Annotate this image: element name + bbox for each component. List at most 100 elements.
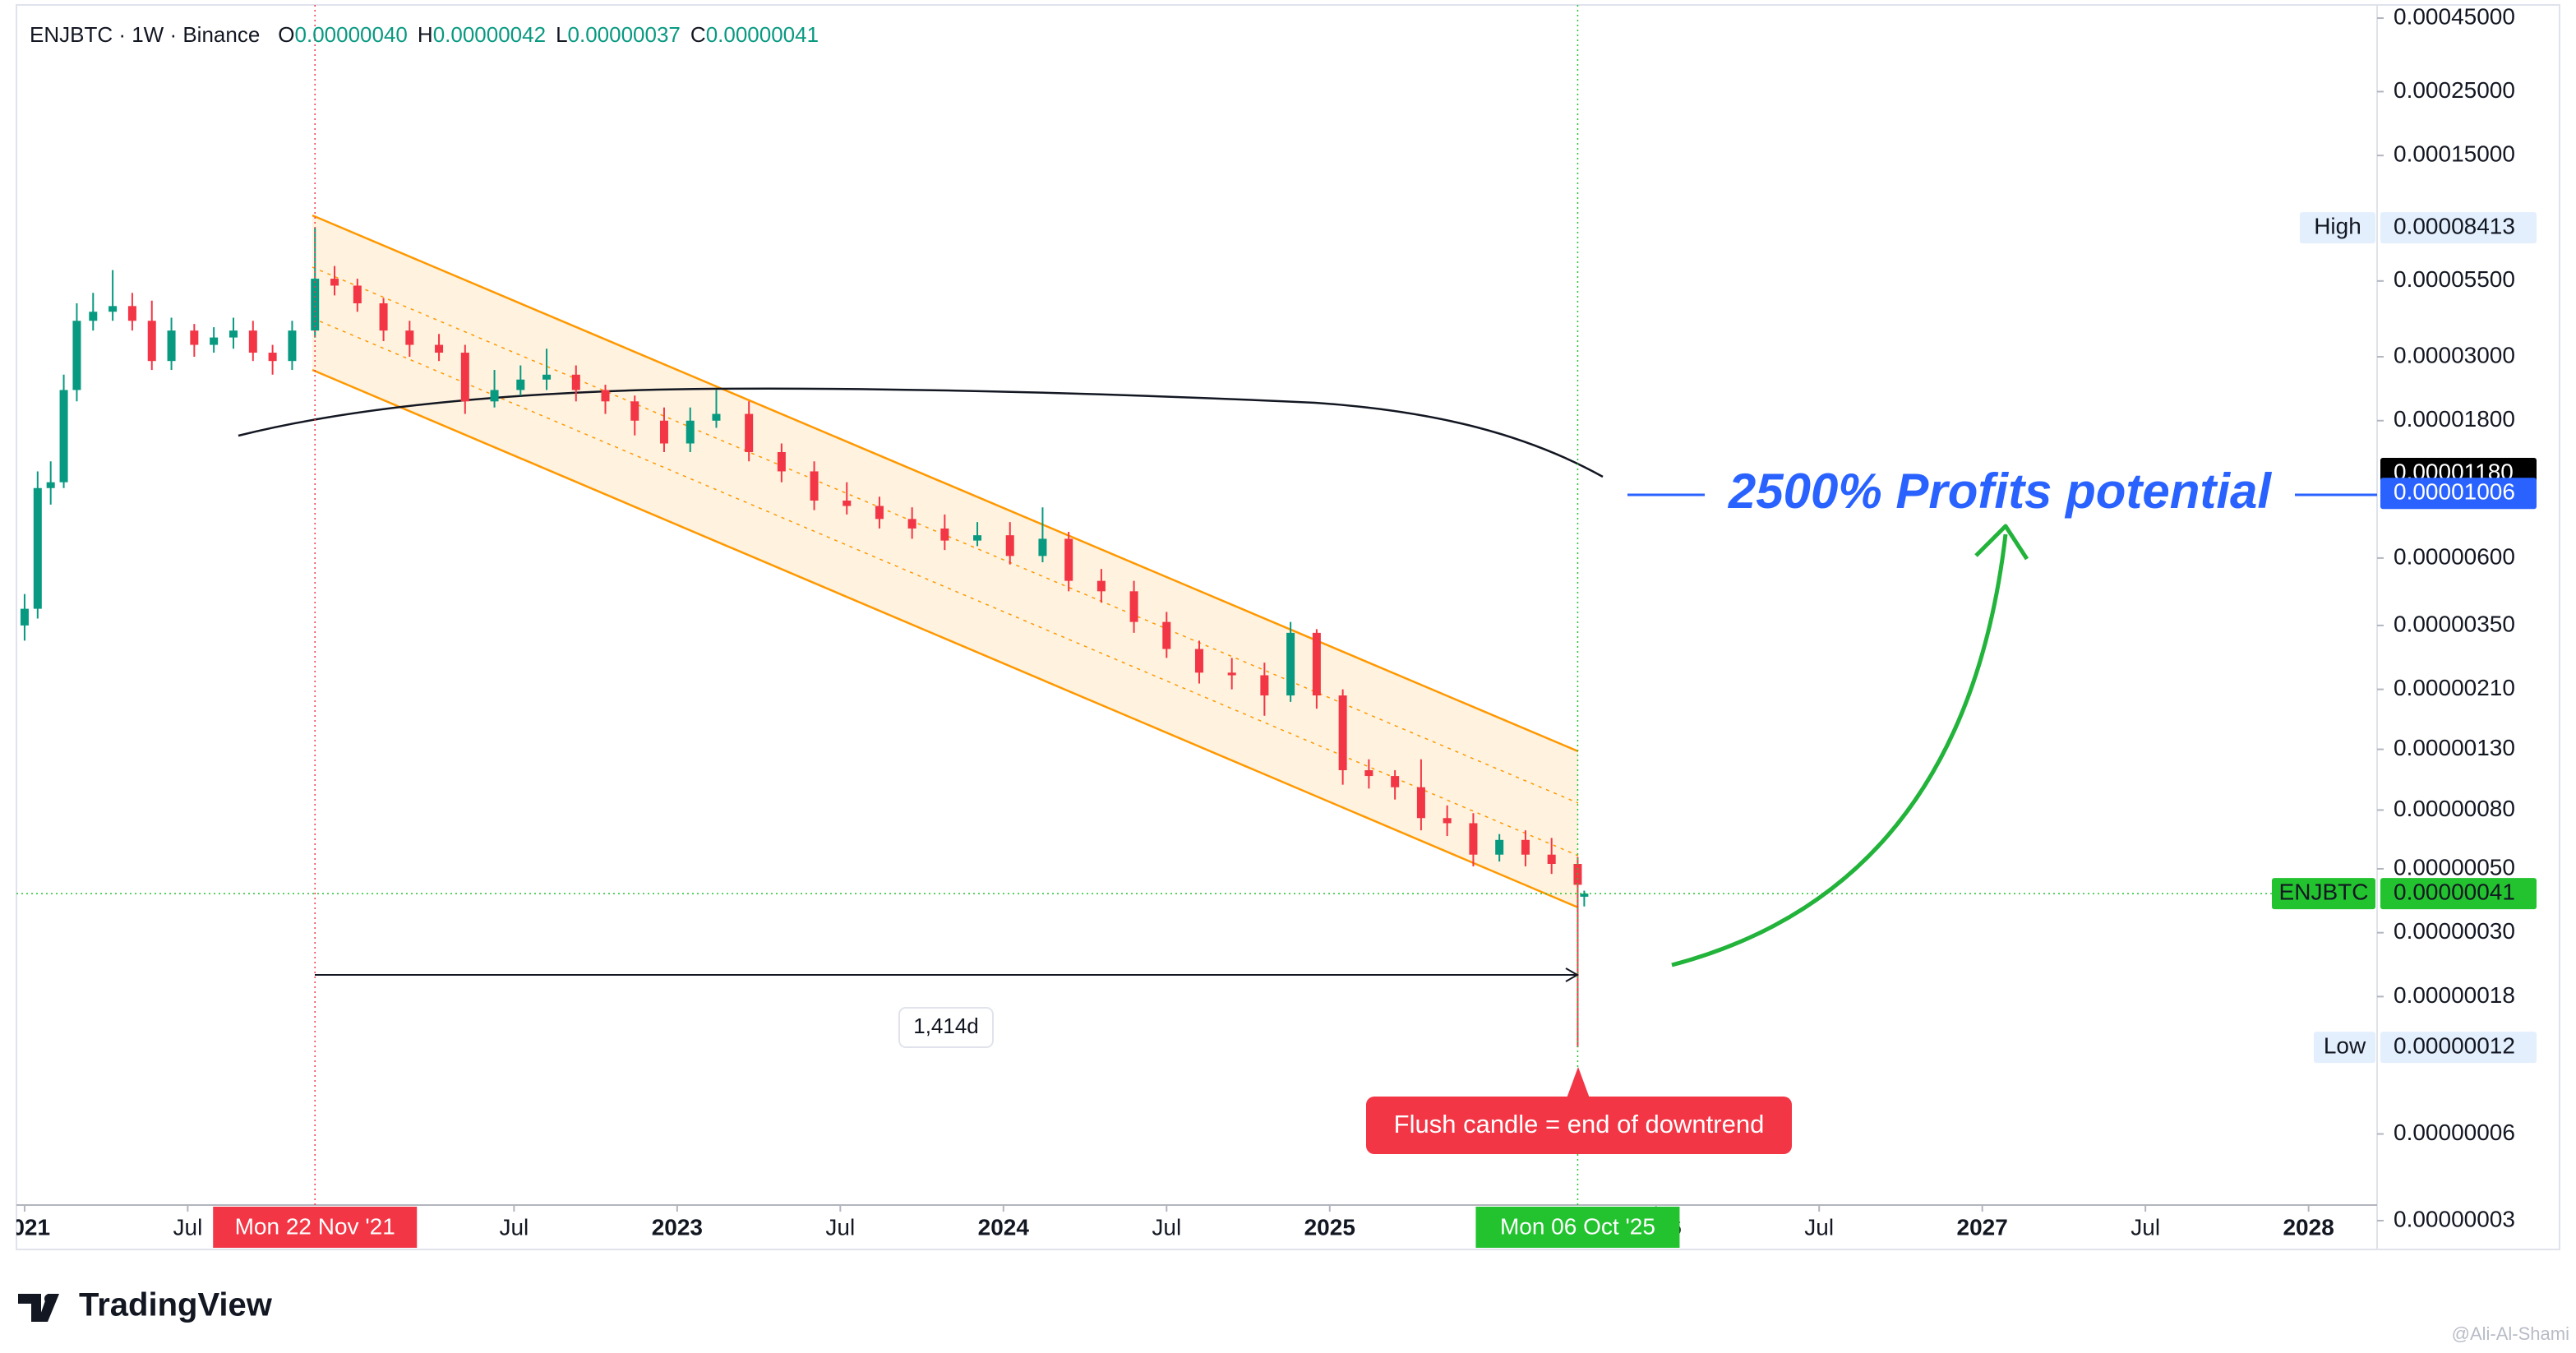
price-label-box — [2380, 878, 2537, 910]
candle-body — [659, 420, 668, 444]
x-tick-label: Jul — [1152, 1214, 1181, 1240]
legend-value: 0.00000037 — [568, 22, 681, 47]
candle-body — [810, 471, 819, 501]
x-tick-label: Jul — [499, 1214, 529, 1240]
candle-body — [330, 279, 339, 286]
candle-body — [1286, 632, 1295, 696]
price-name-box — [2300, 212, 2375, 244]
candle-body — [777, 451, 786, 472]
candle-body — [1005, 535, 1014, 556]
candle-body — [89, 312, 98, 321]
price-name: ENJBTC — [2279, 880, 2369, 905]
green-arrowhead — [1974, 524, 2029, 561]
date-markers — [16, 5, 2377, 1205]
candle-body — [268, 353, 277, 362]
candle-body — [973, 535, 982, 541]
candle-body — [1038, 538, 1047, 556]
flush-annotation: Flush candle = end of downtrend — [1394, 1110, 1765, 1138]
candle-body — [1227, 672, 1236, 676]
candle-body — [1129, 591, 1138, 622]
logo-text: TradingView — [79, 1287, 273, 1323]
candle-body — [288, 330, 297, 362]
candle-body — [712, 413, 721, 421]
candle-body — [1096, 580, 1106, 592]
x-tick-label: Jul — [825, 1214, 855, 1240]
candle-body — [108, 306, 118, 312]
candle-body — [907, 519, 916, 529]
y-tick-label: 0.00000600 — [2394, 543, 2515, 569]
candle-body — [1312, 632, 1321, 696]
date-marker-labels: Mon 22 Nov '21 Mon 06 Oct '25 — [213, 1207, 1680, 1248]
measure-arrow — [1565, 967, 1580, 982]
watermark: @Ali-Al-Shami — [2452, 1323, 2569, 1344]
x-tick-label: 2028 — [2283, 1214, 2334, 1240]
candle-body — [1547, 854, 1556, 864]
candle-body — [1364, 770, 1373, 777]
candle-body — [542, 374, 552, 380]
price-label: 0.00001006 — [2394, 479, 2515, 505]
x-tick-label: Jul — [1804, 1214, 1834, 1240]
moving-average — [238, 387, 1604, 478]
candle-body — [1469, 823, 1478, 855]
y-tick-label: 0.00000130 — [2394, 735, 2515, 760]
x-tick-label: 2024 — [978, 1214, 1030, 1240]
candle-body — [1194, 649, 1203, 673]
candle-body — [127, 306, 136, 321]
legend-key: L — [556, 22, 567, 47]
candle-body — [1338, 695, 1347, 771]
candle-body — [1416, 787, 1425, 819]
y-tick-label: 0.00000080 — [2394, 796, 2515, 821]
price-label: 0.00008413 — [2394, 214, 2515, 239]
y-tick-label: 0.00000018 — [2394, 982, 2515, 1008]
candle-body — [190, 330, 199, 345]
candle-body — [630, 401, 639, 421]
legend-key: C — [690, 22, 706, 47]
candle-body — [601, 390, 610, 402]
price-label-box — [2380, 1032, 2537, 1064]
plot-area — [20, 214, 1604, 1048]
y-tick-label: 0.00015000 — [2394, 141, 2515, 167]
y-tick-label: 0.00000050 — [2394, 854, 2515, 880]
x-tick-label: 2027 — [1957, 1214, 2008, 1240]
price-labels: 0.00008413High0.000011800.000010060.0000… — [2272, 212, 2537, 1064]
chart-frame — [16, 4, 2560, 1250]
marker-label: Mon 06 Oct '25 — [1500, 1213, 1655, 1239]
candle-body — [686, 420, 695, 444]
time-axis: 2021JulJul2023Jul2024Jul20252026Jul2027J… — [0, 1205, 2334, 1240]
candle-body — [1580, 894, 1589, 897]
candle-body — [1495, 839, 1504, 855]
candle-body — [33, 487, 42, 609]
candle-body — [1391, 776, 1400, 787]
price-name: High — [2314, 214, 2361, 239]
candle-body — [353, 285, 362, 304]
y-tick-label: 0.00000003 — [2394, 1206, 2515, 1231]
candle-body — [1521, 839, 1530, 855]
y-tick-label: 0.00001800 — [2394, 406, 2515, 432]
marker-box — [1475, 1207, 1680, 1248]
candle-body — [1443, 818, 1452, 824]
y-tick-label: 0.00005500 — [2394, 266, 2515, 292]
candle-body — [229, 330, 238, 338]
legend-value: 0.00000041 — [706, 22, 819, 47]
price-label-box — [2380, 478, 2537, 510]
y-tick-label: 0.00003000 — [2394, 342, 2515, 367]
measure-box — [898, 1007, 994, 1048]
candle-body — [516, 379, 525, 390]
candle-body — [1064, 538, 1073, 581]
candle-body — [1162, 621, 1171, 649]
candle-body — [311, 279, 320, 331]
y-tick-label: 0.00045000 — [2394, 3, 2515, 29]
x-tick-label: 2025 — [1304, 1214, 1355, 1240]
y-tick-label: 0.00025000 — [2394, 77, 2515, 103]
candle-body — [571, 374, 580, 390]
marker-label: Mon 22 Nov '21 — [235, 1213, 395, 1239]
candle-body — [460, 353, 469, 402]
x-tick-label: 2021 — [0, 1214, 50, 1240]
price-name-box — [2314, 1032, 2375, 1064]
x-tick-label: 2023 — [652, 1214, 703, 1240]
price-label: 0.00000012 — [2394, 1032, 2515, 1058]
candle-body — [59, 390, 68, 483]
candle-body — [248, 330, 257, 353]
measure-label: 1,414d — [913, 1014, 979, 1038]
